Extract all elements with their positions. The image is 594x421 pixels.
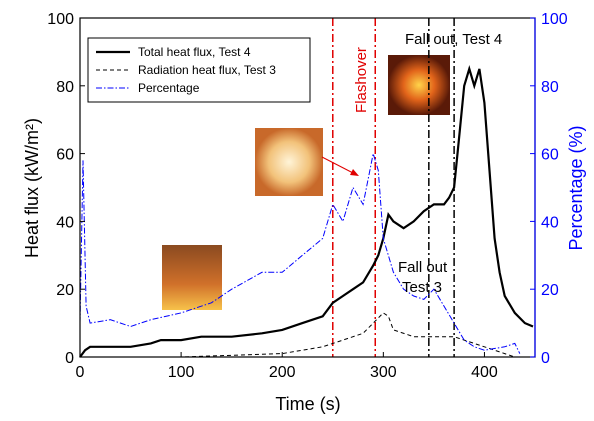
legend-label: Total heat flux, Test 4 [138,45,251,59]
x-tick-label: 400 [471,364,498,381]
arrow [321,156,356,175]
x-tick-label: 300 [370,364,397,381]
x-tick-label: 100 [168,364,195,381]
y2-tick-label: 40 [541,214,559,231]
y-tick-label: 60 [56,147,74,164]
x-axis-label: Time (s) [275,394,340,414]
y-tick-label: 80 [56,79,74,96]
photo [255,128,323,196]
y2-tick-label: 100 [541,11,568,28]
y2-tick-label: 0 [541,350,550,367]
annotation: Test 3 [402,279,442,296]
y-tick-label: 0 [65,350,74,367]
y-axis-label: Heat flux (kW/m²) [22,118,42,258]
x-tick-label: 0 [76,364,85,381]
y-tick-label: 40 [56,214,74,231]
x-tick-label: 200 [269,364,296,381]
legend-label: Percentage [138,81,200,95]
y-tick-label: 20 [56,282,74,299]
arrow-head [350,169,359,176]
y2-tick-label: 80 [541,79,559,96]
annotation: Flashover [353,47,370,113]
y2-tick-label: 20 [541,282,559,299]
series-line [80,312,515,358]
photo [388,55,450,115]
y2-tick-label: 60 [541,147,559,164]
annotation: Fall out [398,259,448,276]
plot-area [79,18,534,358]
series-line [79,65,534,358]
y2-axis-label: Percentage (%) [566,125,586,250]
annotation: Fall out, Test 4 [405,31,502,48]
legend-label: Radiation heat flux, Test 3 [138,63,276,77]
photo [162,245,222,310]
y-tick-label: 100 [47,11,74,28]
